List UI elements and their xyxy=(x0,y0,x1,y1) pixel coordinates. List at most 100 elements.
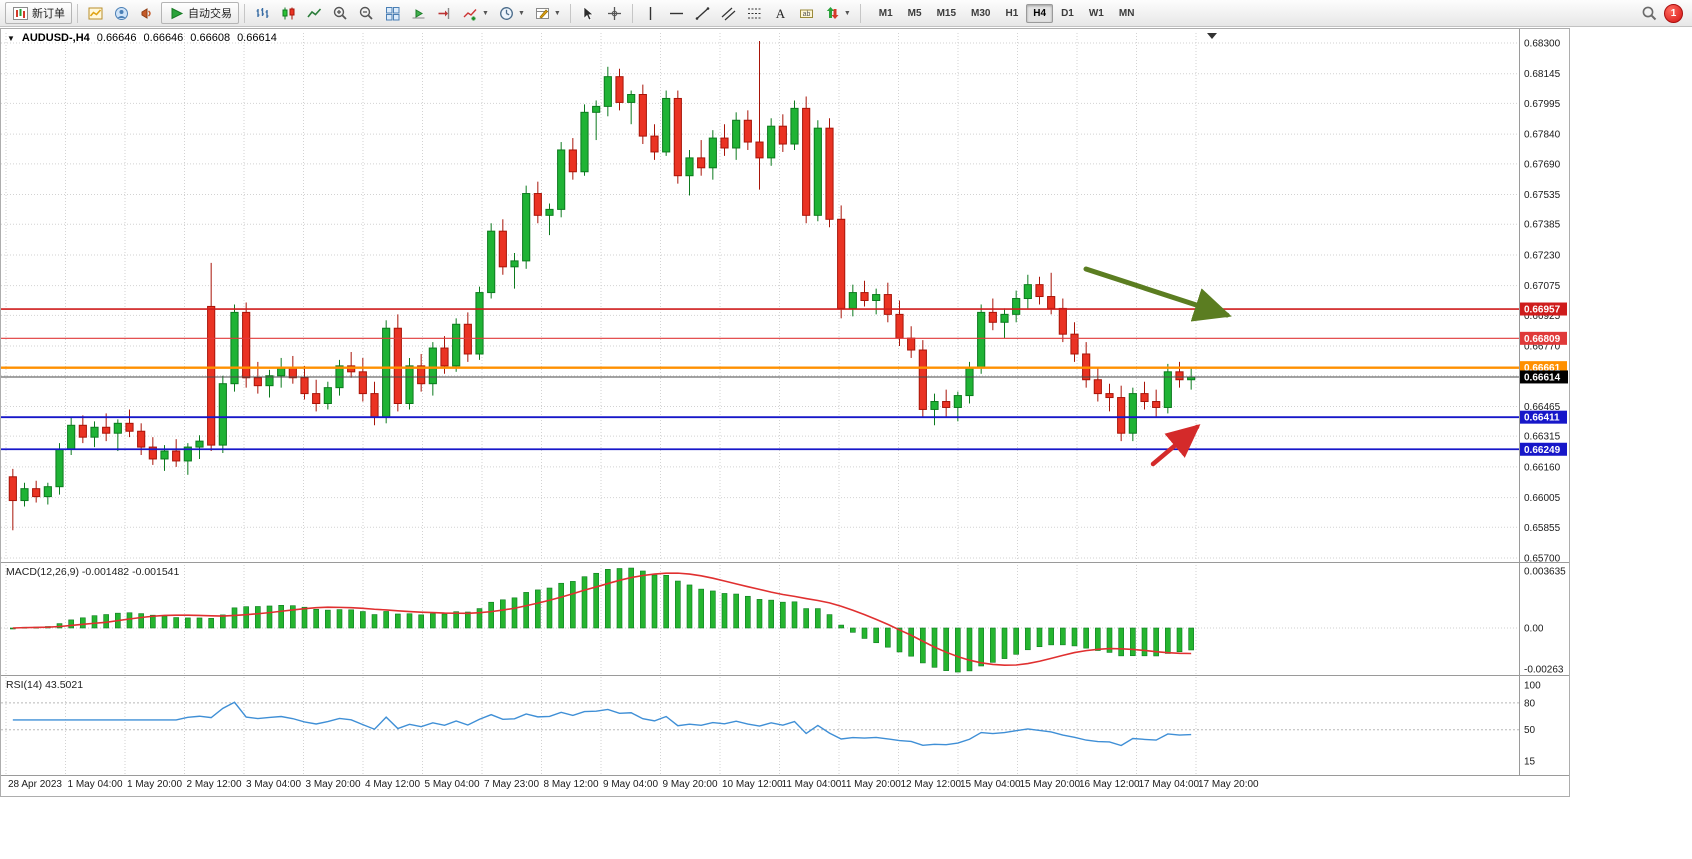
macd-histogram-bar xyxy=(441,613,448,629)
time-tick-label: 15 May 20:00 xyxy=(1020,779,1081,790)
candle xyxy=(977,304,986,374)
timeframe-button-m1[interactable]: M1 xyxy=(878,7,893,19)
search-icon[interactable] xyxy=(1641,5,1658,22)
macd-histogram-bar xyxy=(908,627,914,657)
ohlc-low: 0.66608 xyxy=(190,32,231,44)
zoom-in-button[interactable] xyxy=(328,2,353,24)
macd-histogram-bar xyxy=(570,581,576,629)
candle xyxy=(20,482,29,507)
zoom-out-button[interactable] xyxy=(354,2,379,24)
macd-layer xyxy=(10,567,1194,673)
cursor-button[interactable] xyxy=(576,2,601,24)
candle xyxy=(1023,274,1032,309)
periods-button[interactable]: ▼ xyxy=(494,2,529,24)
candle xyxy=(662,90,671,156)
timeframe-button-d1[interactable]: D1 xyxy=(1061,7,1074,19)
label-icon: ab xyxy=(799,9,813,18)
candle xyxy=(125,409,134,438)
timeframe-button-m15[interactable]: M15 xyxy=(936,7,957,19)
candle xyxy=(1187,367,1196,390)
macd-histogram-bar xyxy=(150,614,156,629)
candle xyxy=(218,375,227,454)
macd-histogram-bar xyxy=(1153,627,1159,657)
price-tick-label: 0.67075 xyxy=(1524,281,1561,292)
auto-trading-button[interactable]: 自动交易 xyxy=(161,2,239,24)
vertical-line-icon xyxy=(649,6,652,20)
macd-histogram-bar xyxy=(243,606,249,629)
auto-scroll-button[interactable] xyxy=(406,2,431,24)
horizontal-line-tool[interactable] xyxy=(664,2,689,24)
candle xyxy=(1070,322,1079,362)
bar-chart-button[interactable] xyxy=(250,2,275,24)
line-chart-button[interactable] xyxy=(302,2,327,24)
macd-histogram-bar xyxy=(91,615,98,629)
horizontal-line-icon xyxy=(669,12,683,14)
macd-histogram-bar xyxy=(581,576,588,629)
macd-histogram-bar xyxy=(173,617,179,629)
ohlc-high: 0.66646 xyxy=(143,32,184,44)
macd-histogram-bar xyxy=(546,587,553,629)
chart-shift-marker[interactable] xyxy=(1207,33,1217,39)
charts-button[interactable] xyxy=(83,2,108,24)
macd-histogram-bar xyxy=(511,597,518,629)
candle xyxy=(883,282,892,323)
window-menu-icon[interactable]: ▼ xyxy=(7,33,15,43)
timeframe-button-h4[interactable]: H4 xyxy=(1026,3,1054,23)
price-tick-label: 0.66770 xyxy=(1524,342,1561,353)
macd-histogram-bar xyxy=(826,614,833,629)
timeframe-toolbar: M1 M5 M15 M30 H1 H4 D1 W1 MN xyxy=(872,3,1142,23)
time-tick-label: 10 May 12:00 xyxy=(722,779,783,790)
macd-axis-label: 0.003635 xyxy=(1524,567,1566,578)
macd-histogram-bar xyxy=(465,611,471,629)
candle xyxy=(533,181,542,224)
buy-signal-arrow[interactable] xyxy=(1150,424,1201,467)
vertical-line-tool[interactable] xyxy=(638,2,663,24)
macd-histogram-bar xyxy=(453,611,459,629)
macd-histogram-bar xyxy=(325,609,331,629)
alerts-button[interactable] xyxy=(135,2,160,24)
price-tick-label: 0.65700 xyxy=(1524,554,1561,565)
candle xyxy=(370,381,379,426)
candle xyxy=(837,205,846,319)
trendline-tool[interactable] xyxy=(690,2,715,24)
macd-histogram-bar xyxy=(873,627,879,644)
notification-badge[interactable]: 1 xyxy=(1664,3,1683,23)
arrows-tool[interactable]: ▼ xyxy=(820,2,855,24)
macd-histogram-bar xyxy=(348,609,354,629)
macd-histogram-bar xyxy=(920,627,926,664)
line-chart-icon xyxy=(307,7,322,17)
cursor-icon xyxy=(583,5,594,20)
timeframe-button-mn[interactable]: MN xyxy=(1118,7,1135,19)
timeframe-button-m30[interactable]: M30 xyxy=(971,7,991,19)
ohlc-close: 0.66614 xyxy=(237,32,277,44)
channel-icon xyxy=(721,7,736,20)
channel-tool[interactable] xyxy=(716,2,741,24)
candlestick-chart-button[interactable] xyxy=(276,2,301,24)
timeframe-button-m5[interactable]: M5 xyxy=(907,7,922,19)
crosshair-button[interactable] xyxy=(602,2,627,24)
price-tick-label: 0.67995 xyxy=(1524,99,1561,110)
macd-histogram-bar xyxy=(943,627,949,671)
new-order-button[interactable]: 新订单 xyxy=(5,2,72,24)
candle xyxy=(708,130,717,180)
timeframe-button-w1[interactable]: W1 xyxy=(1088,7,1104,19)
candle xyxy=(592,100,601,141)
current-price-label: 0.66614 xyxy=(1520,370,1568,384)
chart-window: ▼ AUDUSD-,H4 0.66646 0.66646 0.66608 0.6… xyxy=(0,28,1570,797)
text-label-tool[interactable]: ab xyxy=(794,2,819,24)
downtrend-arrow[interactable] xyxy=(1083,266,1232,322)
fibonacci-tool[interactable] xyxy=(742,2,767,24)
candle xyxy=(1058,298,1067,343)
tile-windows-button[interactable] xyxy=(380,2,405,24)
chart-shift-button[interactable] xyxy=(432,2,457,24)
text-tool[interactable]: A xyxy=(768,2,793,24)
macd-histogram-bar xyxy=(1165,627,1171,654)
indicators-button[interactable]: ▼ xyxy=(458,2,493,24)
candle xyxy=(172,439,181,467)
profiles-button[interactable] xyxy=(109,2,134,24)
templates-button[interactable]: ▼ xyxy=(530,2,565,24)
svg-text:0.66957: 0.66957 xyxy=(1524,305,1561,316)
price-tick-label: 0.66005 xyxy=(1524,493,1561,504)
timeframe-button-h1[interactable]: H1 xyxy=(1005,7,1019,19)
chart-canvas[interactable]: 0.68300 0.68145 0.67995 0.67840 0.67690 0.675… xyxy=(1,29,1569,796)
